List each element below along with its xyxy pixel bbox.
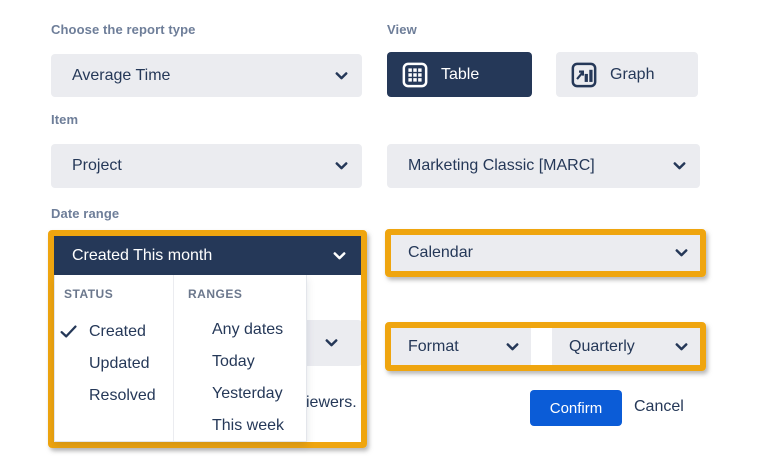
quarterly-select[interactable]: Quarterly: [552, 328, 700, 365]
view-graph-button[interactable]: Graph: [556, 52, 698, 97]
menu-item-this-week[interactable]: This week: [212, 417, 285, 434]
chevron-down-icon: [333, 251, 346, 260]
chevron-down-icon: [675, 342, 688, 351]
date-range-highlight: Created This month STATUS RANGES Created…: [48, 230, 367, 448]
ranges-header: RANGES: [188, 287, 243, 301]
report-type-select[interactable]: Average Time: [51, 54, 362, 97]
bar-chart-icon: [571, 62, 597, 88]
quarterly-value: Quarterly: [569, 337, 635, 355]
format-value: Format: [408, 337, 459, 355]
chevron-down-icon: [335, 71, 348, 80]
menu-item-resolved[interactable]: Resolved: [89, 387, 156, 404]
chevron-down-icon: [675, 249, 688, 257]
view-label: View: [387, 22, 417, 37]
chevron-down-icon: [673, 162, 686, 170]
menu-item-updated[interactable]: Updated: [89, 355, 150, 372]
cancel-button[interactable]: Cancel: [634, 398, 684, 415]
chevron-down-icon: [506, 342, 519, 351]
chevron-down-icon: [335, 162, 348, 170]
menu-item-created[interactable]: Created: [89, 323, 146, 340]
date-range-value: Created This month: [72, 246, 213, 264]
menu-item-any-dates[interactable]: Any dates: [212, 321, 284, 338]
item-label: Item: [51, 112, 79, 127]
date-range-select[interactable]: Created This month: [54, 236, 361, 275]
background-text: iewers.: [306, 394, 357, 411]
report-type-value: Average Time: [72, 66, 171, 84]
project-value: Marketing Classic [MARC]: [408, 157, 595, 174]
item-select[interactable]: Project: [51, 144, 362, 188]
item-value: Project: [72, 157, 122, 174]
date-range-menu: STATUS RANGES Created Updated Resolved A…: [54, 275, 307, 442]
format-highlight: Format Quarterly: [385, 322, 706, 371]
view-graph-label: Graph: [610, 65, 655, 83]
view-table-label: Table: [441, 65, 480, 83]
view-table-button[interactable]: Table: [387, 52, 532, 97]
menu-column-divider: [173, 275, 174, 441]
confirm-button[interactable]: Confirm: [530, 390, 622, 426]
format-gap: [531, 328, 552, 365]
project-select[interactable]: Marketing Classic [MARC]: [387, 144, 700, 188]
status-header: STATUS: [64, 287, 114, 301]
format-select[interactable]: Format: [391, 328, 531, 365]
chevron-down-icon: [325, 339, 338, 347]
menu-item-today[interactable]: Today: [212, 353, 255, 370]
checkmark-icon: [60, 325, 77, 338]
calendar-highlight: Calendar: [385, 229, 706, 277]
calendar-value: Calendar: [408, 244, 473, 261]
menu-item-yesterday[interactable]: Yesterday: [212, 385, 283, 402]
calendar-select[interactable]: Calendar: [391, 235, 700, 271]
date-range-label: Date range: [51, 206, 120, 221]
report-type-label: Choose the report type: [51, 22, 196, 37]
table-grid-icon: [402, 62, 428, 88]
